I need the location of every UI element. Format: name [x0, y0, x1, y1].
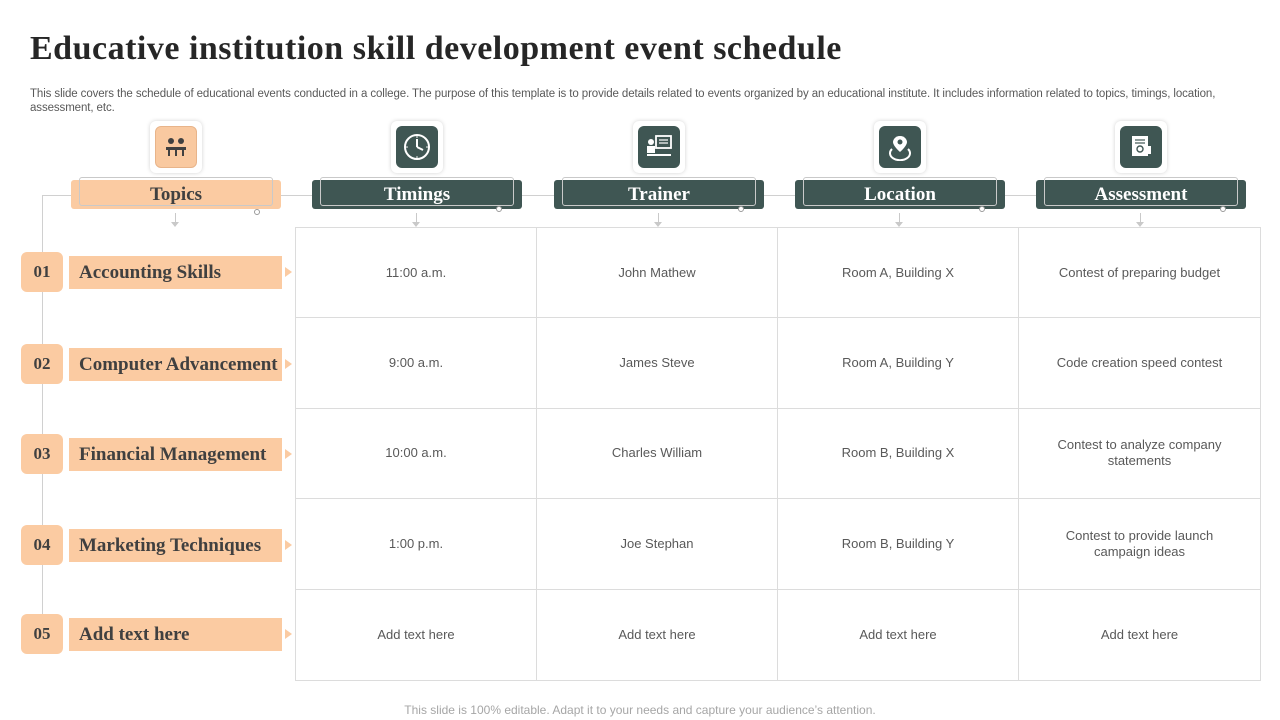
topic-label: Accounting Skills: [69, 256, 282, 289]
header-timings: Timings: [312, 177, 522, 212]
arrow-down-trainer: [654, 213, 662, 227]
header-topics-label: Topics: [149, 183, 203, 205]
row-number-badge: 02: [21, 344, 63, 384]
arrow-down-timings: [412, 213, 420, 227]
location-cell: Room B, Building X: [778, 408, 1019, 500]
trainer-cell: John Mathew: [537, 228, 778, 319]
trainer-cell: Charles William: [537, 408, 778, 500]
row-number-badge: 01: [21, 252, 63, 292]
topic-label: Computer Advancement: [69, 348, 282, 381]
timings-icon-box: [391, 121, 443, 173]
assessment-cell: Code creation speed contest: [1019, 318, 1260, 409]
location-cell: Room A, Building Y: [778, 318, 1019, 409]
trainer-cell: Add text here: [537, 589, 778, 680]
trainer-cell: Joe Stephan: [537, 499, 778, 590]
row-number-badge: 04: [21, 525, 63, 565]
topic-label: Marketing Techniques: [69, 529, 282, 562]
topic-arrow: [285, 449, 292, 459]
assessment-cell: Contest to provide launch campaign ideas: [1019, 499, 1260, 590]
header-assessment: Assessment: [1036, 177, 1246, 212]
header-location-label: Location: [864, 183, 936, 205]
clock-icon: [404, 134, 430, 160]
arrow-down-assessment: [1136, 213, 1144, 227]
row-connector-line: [42, 195, 43, 635]
presentation-board-icon: [647, 135, 672, 156]
topic-arrow: [285, 267, 292, 277]
assessment-cell: Contest to analyze company statements: [1019, 409, 1260, 500]
topic-arrow: [285, 540, 292, 550]
assessment-icon-box: [1115, 121, 1167, 173]
footer-note: This slide is 100% editable. Adapt it to…: [404, 703, 876, 717]
header-trainer: Trainer: [554, 177, 764, 212]
arrow-down-location: [895, 213, 903, 227]
header-assessment-label: Assessment: [1094, 183, 1188, 205]
location-cell: Room A, Building X: [778, 228, 1019, 319]
location-icon-box: [874, 121, 926, 173]
trainer-icon-box: [633, 121, 685, 173]
header-trainer-label: Trainer: [628, 183, 690, 205]
arrow-down-topics: [171, 213, 179, 227]
timing-cell: 1:00 p.m.: [296, 499, 537, 590]
schedule-table: 11:00 a.m. John Mathew Room A, Building …: [295, 227, 1261, 681]
timing-cell: 10:00 a.m.: [296, 408, 537, 500]
location-pin-icon: [889, 136, 911, 161]
row-number-badge: 05: [21, 614, 63, 654]
assessment-cell: Add text here: [1100, 626, 1179, 642]
header-location: Location: [795, 177, 1005, 212]
row-number-badge: 03: [21, 434, 63, 474]
page-title: Educative institution skill development …: [30, 30, 842, 67]
location-cell: Add text here: [778, 589, 1019, 680]
topic-label: Add text here: [69, 618, 282, 651]
timing-cell: 9:00 a.m.: [296, 318, 537, 409]
topics-icon-box: [150, 121, 202, 173]
topic-label: Financial Management: [69, 438, 282, 471]
location-cell: Room B, Building Y: [778, 499, 1019, 590]
timing-cell: 11:00 a.m.: [296, 228, 537, 319]
trainer-cell: James Steve: [537, 318, 778, 409]
page-subtitle: This slide covers the schedule of educat…: [30, 88, 1216, 114]
timing-cell: Add text here: [296, 589, 537, 680]
header-topics: Topics: [71, 177, 281, 215]
topic-arrow: [285, 359, 292, 369]
topic-arrow: [285, 629, 292, 639]
header-timings-label: Timings: [383, 183, 451, 205]
meeting-table-icon: [166, 138, 186, 156]
certificate-icon: [1132, 136, 1151, 156]
assessment-cell: Contest of preparing budget: [1019, 228, 1260, 319]
